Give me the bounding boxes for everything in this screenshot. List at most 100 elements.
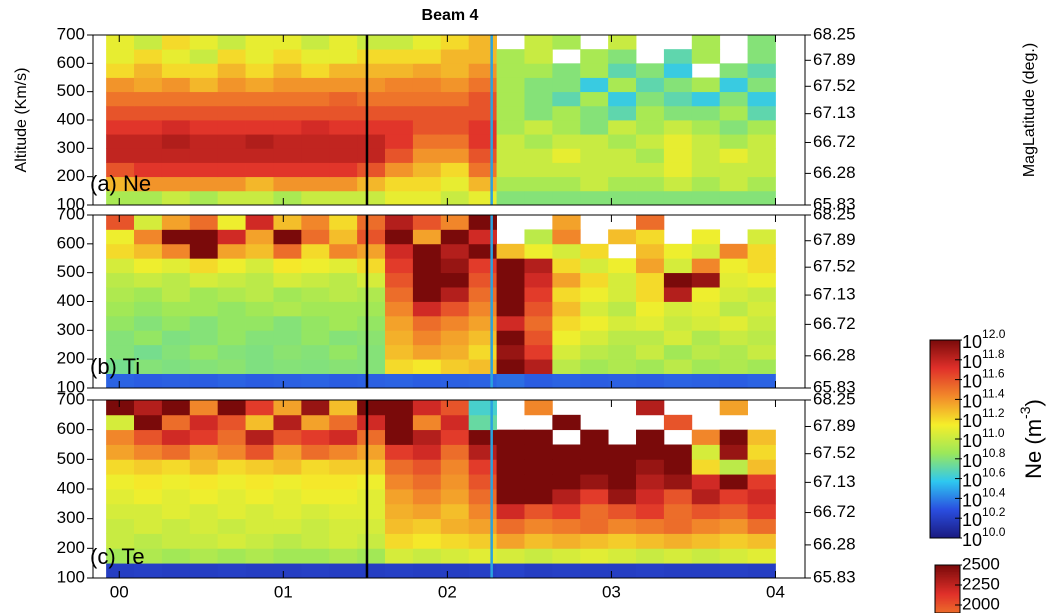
heat-cell (496, 301, 525, 317)
heat-cell (273, 63, 302, 78)
heat-cell (747, 287, 776, 302)
heat-cell (273, 162, 302, 178)
heat-cell (552, 330, 581, 346)
heat-cell (273, 474, 302, 490)
heat-cell (245, 35, 274, 50)
heat-cell (357, 272, 386, 288)
y2-axis-label: MagLatitude (deg.) (1021, 43, 1038, 177)
heat-cell (301, 287, 330, 302)
y-tick-label: 200 (57, 166, 85, 185)
heat-cell (468, 301, 497, 317)
colorbar-segment (935, 587, 960, 590)
tick-base: 10 (962, 332, 982, 352)
heat-cell (134, 35, 163, 50)
heat-cell (440, 489, 470, 505)
heat-cell (580, 287, 609, 302)
heat-cell (161, 429, 191, 445)
colorbar-tick-label: 2000 (962, 594, 1000, 613)
heat-cell (301, 548, 330, 564)
heat-cell (161, 373, 191, 389)
heat-cell (357, 518, 386, 534)
colorbar-label-text: Ne (m (1021, 419, 1046, 479)
y-tick-label: 500 (57, 81, 85, 100)
heat-cell (552, 563, 581, 579)
heat-cell (440, 533, 470, 549)
heat-cell (524, 91, 553, 107)
heat-cell (496, 429, 525, 445)
heat-cell (747, 91, 776, 107)
heat-cell (608, 190, 637, 206)
heat-cell (106, 444, 135, 460)
heat-cell (217, 459, 246, 475)
heat-cell (329, 134, 358, 149)
heat-cell (245, 190, 274, 206)
heat-cell (385, 229, 414, 245)
heat-cell (301, 489, 330, 505)
heat-cell (747, 35, 776, 50)
heat-cell (161, 35, 191, 50)
colorbar-segment (935, 598, 960, 601)
heat-cell (663, 489, 693, 505)
heat-cell (636, 215, 665, 230)
heat-cell (357, 533, 386, 549)
heat-cell (189, 518, 219, 534)
colorbar-segment (935, 569, 960, 572)
heat-cell (636, 373, 665, 389)
tick-base: 10 (962, 371, 982, 391)
heat-cell (357, 429, 386, 445)
heat-cell (663, 120, 693, 135)
heat-cell (552, 243, 581, 259)
heat-cell (329, 429, 358, 445)
heat-cell (524, 344, 553, 360)
heat-cell (161, 120, 191, 135)
y-tick-label: 600 (57, 53, 85, 72)
heat-cell (524, 315, 553, 331)
heat-cell (412, 444, 442, 460)
heat-cell (524, 63, 553, 78)
y-tick-label: 700 (57, 24, 85, 43)
heat-cell (440, 120, 470, 135)
heat-cell (161, 344, 191, 360)
heat-cell (217, 162, 246, 178)
heat-cell (719, 91, 748, 107)
heat-cell (189, 35, 219, 50)
heat-cell (524, 373, 553, 389)
x-tick-label: 02 (438, 582, 457, 601)
heat-cell (134, 444, 163, 460)
heat-cell (524, 400, 553, 416)
heat-cell (663, 444, 693, 460)
heat-cell (134, 134, 163, 149)
heat-cell (106, 548, 135, 564)
heat-cell (663, 63, 693, 78)
heat-cell (273, 77, 302, 93)
heat-cell (134, 148, 163, 163)
heat-cell (189, 91, 219, 107)
heat-cell (385, 459, 414, 475)
heat-cell (747, 459, 776, 475)
heat-cell (719, 176, 748, 192)
y2-tick-label: 67.89 (813, 416, 856, 435)
heat-cell (552, 190, 581, 206)
heat-cell (245, 533, 274, 549)
heat-cell (580, 429, 609, 445)
heat-cell (636, 91, 665, 107)
heat-cell (106, 134, 135, 149)
heat-cell (580, 315, 609, 331)
colorbar-segment (935, 606, 960, 609)
heat-cell (747, 373, 776, 389)
heat-cell (608, 229, 637, 245)
heat-cell (357, 301, 386, 317)
heat-cell (468, 444, 497, 460)
heat-cell (636, 489, 665, 505)
heat-cell (385, 35, 414, 50)
heat-cell (468, 91, 497, 107)
colorbar-segment (935, 609, 960, 612)
heat-cell (496, 563, 525, 579)
heat-cell (468, 489, 497, 505)
colorbar-segment (935, 571, 960, 574)
heat-cell (440, 400, 470, 416)
heat-cell (719, 105, 748, 121)
heat-cell (385, 429, 414, 445)
y-tick-label: 300 (57, 320, 85, 339)
heat-cell (552, 176, 581, 192)
